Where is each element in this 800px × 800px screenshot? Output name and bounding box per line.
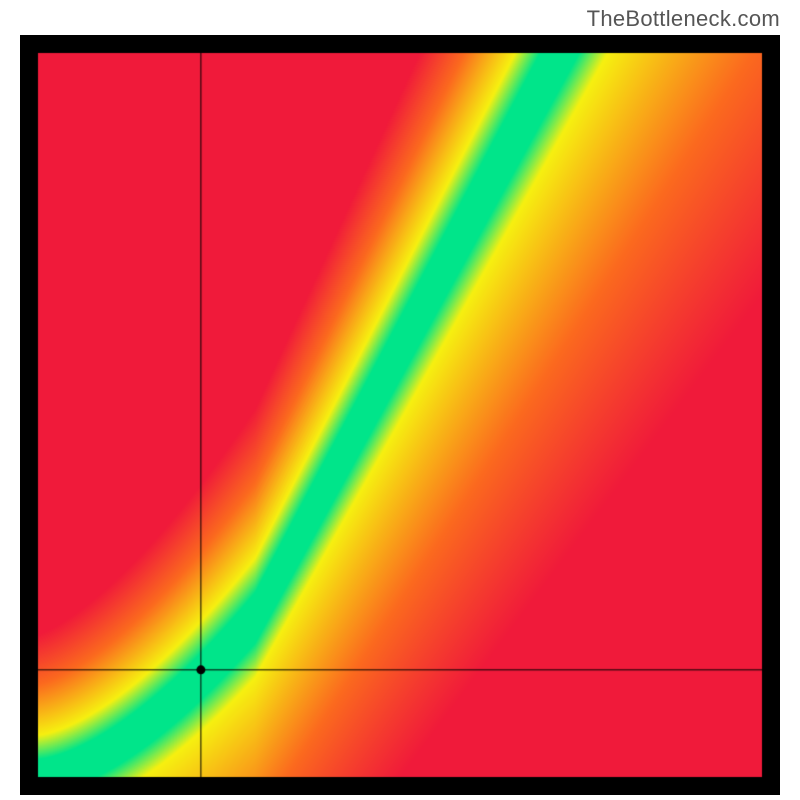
watermark-text: TheBottleneck.com xyxy=(587,6,780,32)
bottleneck-heatmap xyxy=(20,35,780,795)
chart-container: { "watermark": "TheBottleneck.com", "cha… xyxy=(0,0,800,800)
